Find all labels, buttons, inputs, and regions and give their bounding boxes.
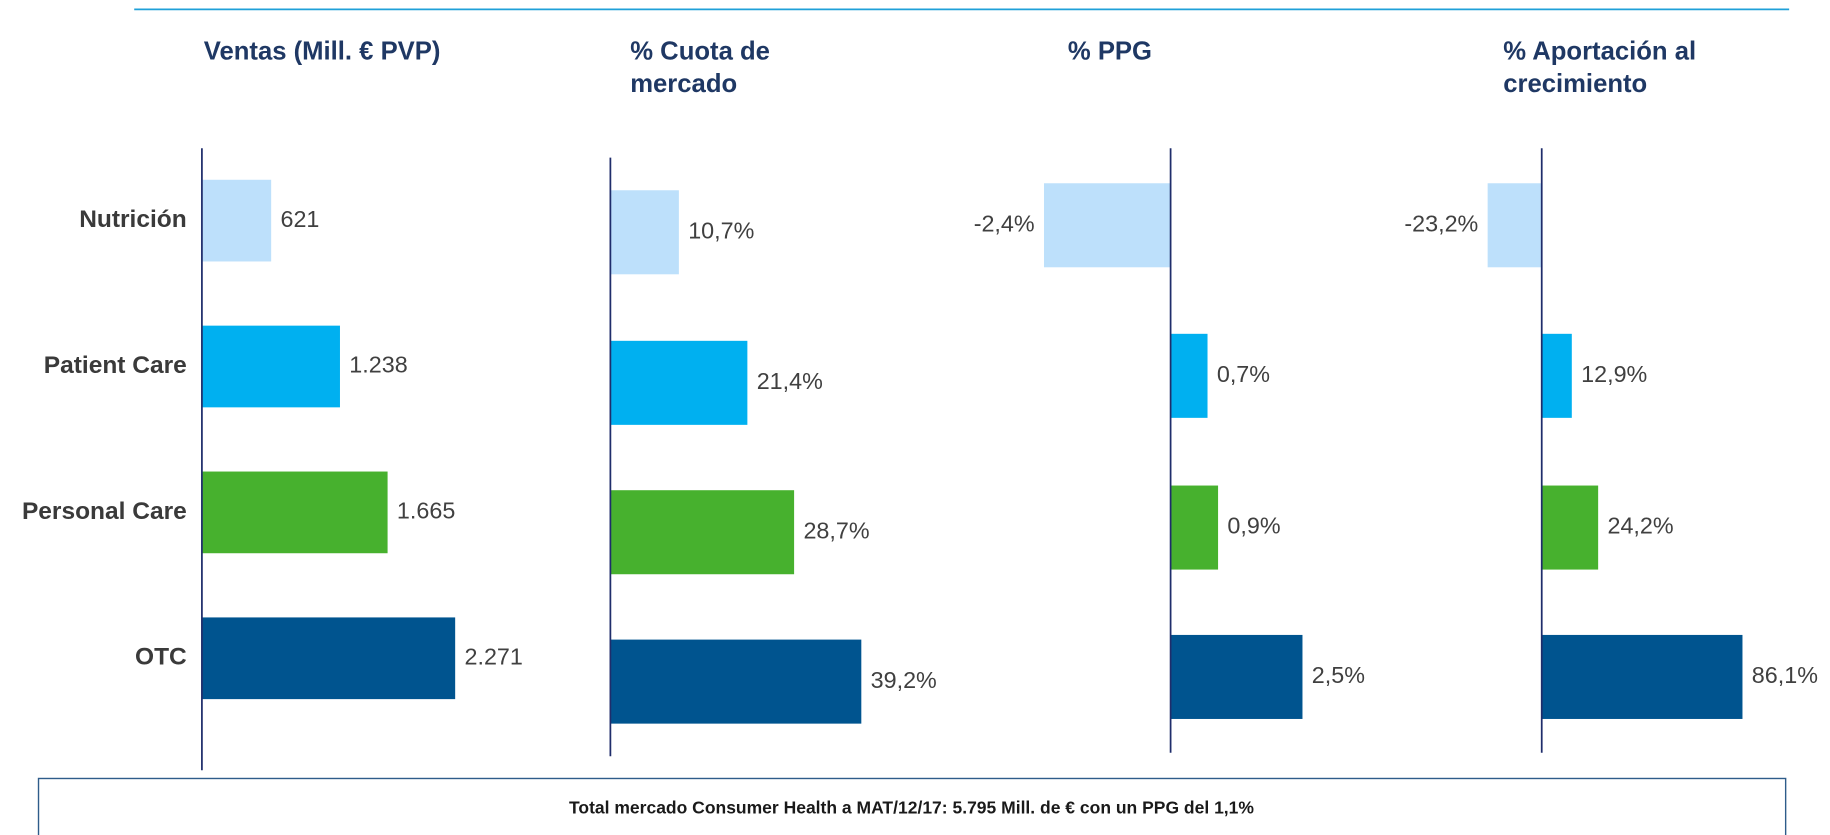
category-label: Personal Care xyxy=(22,498,187,525)
panel-title: Ventas (Mill. € PVP) xyxy=(204,37,441,65)
bar xyxy=(201,325,340,408)
bar xyxy=(1487,183,1542,268)
bar xyxy=(610,490,795,575)
value-label: 21,4% xyxy=(757,368,823,394)
category-label: Nutrición xyxy=(79,206,187,233)
bar xyxy=(1170,333,1208,418)
bar xyxy=(1170,485,1219,570)
bar xyxy=(201,179,272,262)
value-label: 24,2% xyxy=(1607,513,1673,539)
footnote-box xyxy=(37,777,1787,835)
bar xyxy=(1170,634,1303,719)
bar xyxy=(1043,183,1171,268)
category-label: Patient Care xyxy=(44,352,187,379)
bar xyxy=(610,639,862,724)
value-label: 1.238 xyxy=(349,352,407,378)
value-label: 621 xyxy=(280,206,319,232)
bar xyxy=(610,340,748,425)
bar xyxy=(610,190,679,275)
value-label: 12,9% xyxy=(1581,361,1647,387)
footnote: Total mercado Consumer Health a MAT/12/1… xyxy=(569,797,1254,817)
panel-title: crecimiento xyxy=(1503,70,1647,98)
value-label: 2.271 xyxy=(465,643,523,669)
value-label: 39,2% xyxy=(871,667,937,693)
category-label: OTC xyxy=(135,644,187,671)
panel-title: % Cuota de xyxy=(630,37,770,65)
value-label: 0,7% xyxy=(1217,361,1270,387)
value-label: -23,2% xyxy=(1404,210,1478,236)
value-label: 2,5% xyxy=(1312,662,1365,688)
value-label: 28,7% xyxy=(803,517,869,543)
value-label: 0,9% xyxy=(1227,513,1280,539)
value-label: 86,1% xyxy=(1752,662,1818,688)
bar xyxy=(1541,634,1743,719)
bar xyxy=(1541,333,1572,418)
panel-title: % Aportación al xyxy=(1503,37,1696,65)
value-label: 1.665 xyxy=(397,498,455,524)
bar xyxy=(1541,485,1599,570)
bar xyxy=(201,617,456,700)
value-label: -2,4% xyxy=(974,210,1035,236)
bar xyxy=(201,471,388,554)
panel-title: mercado xyxy=(630,70,737,98)
panel-title: % PPG xyxy=(1068,37,1152,65)
value-label: 10,7% xyxy=(688,217,754,243)
